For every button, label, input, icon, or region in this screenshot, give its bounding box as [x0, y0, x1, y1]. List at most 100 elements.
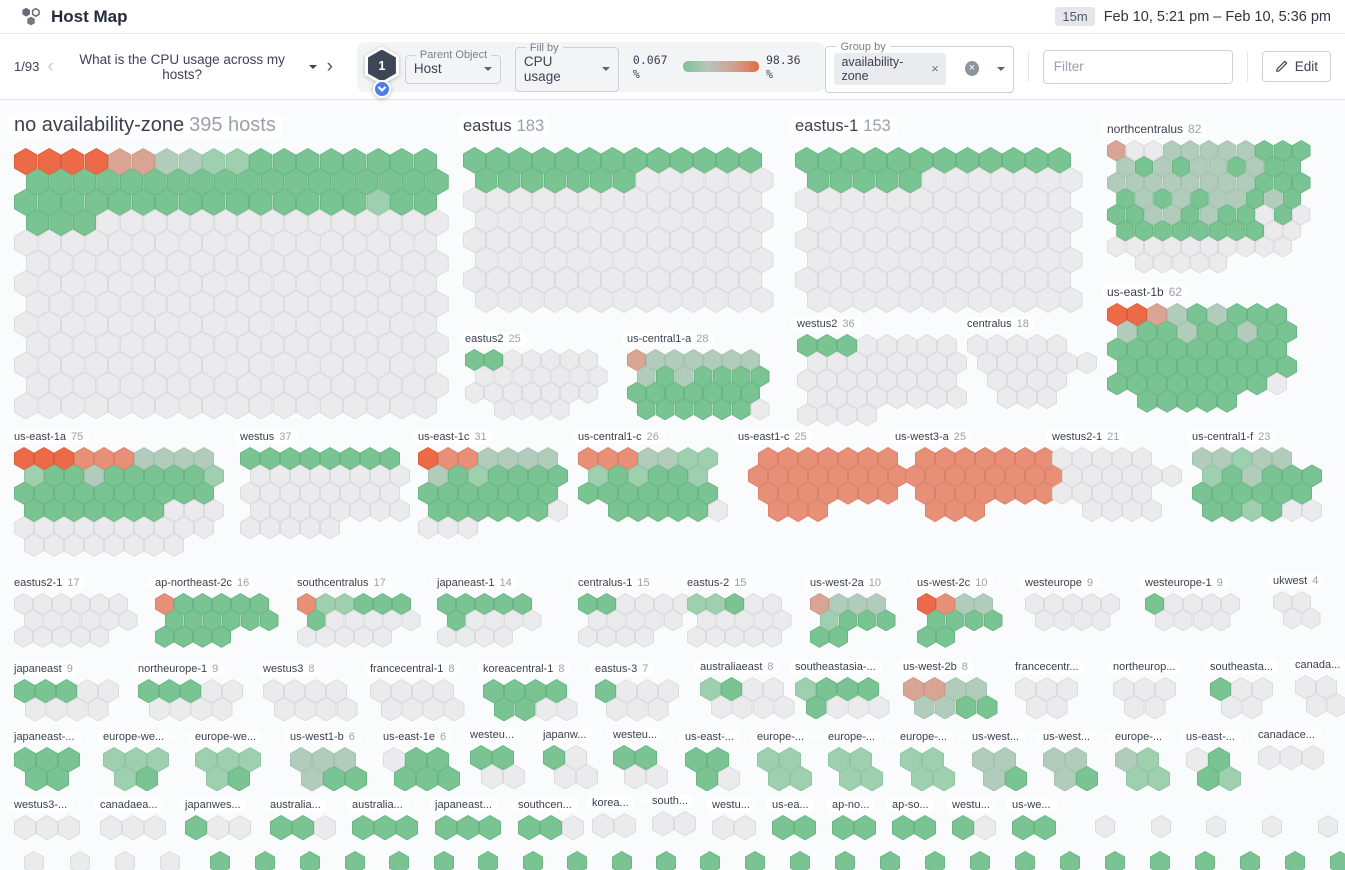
host-hexagon[interactable]	[1282, 156, 1302, 178]
host-hexagon[interactable]	[1330, 851, 1345, 870]
host-hexagon[interactable]	[14, 351, 38, 379]
host-hexagon[interactable]	[921, 166, 945, 194]
host-hexagon[interactable]	[155, 351, 179, 379]
host-hexagon[interactable]	[237, 331, 261, 359]
host-hexagon[interactable]	[463, 147, 486, 174]
host-hexagon[interactable]	[190, 209, 214, 237]
host-hexagon[interactable]	[1255, 204, 1274, 226]
host-hexagon[interactable]	[854, 815, 876, 841]
host-hexagon[interactable]	[990, 246, 1014, 274]
host-hexagon[interactable]	[841, 147, 864, 174]
host-hexagon[interactable]	[944, 206, 968, 234]
host-hexagon[interactable]	[143, 371, 167, 400]
host-hexagon[interactable]	[284, 168, 308, 196]
host-hexagon[interactable]	[739, 226, 762, 254]
host-hexagon[interactable]	[213, 249, 238, 277]
host-hexagon[interactable]	[108, 270, 132, 298]
group-label[interactable]: us-we...	[1006, 798, 1057, 812]
host-hexagon[interactable]	[190, 331, 214, 359]
host-hexagon[interactable]	[37, 351, 61, 379]
host-hexagon[interactable]	[14, 392, 38, 420]
host-hexagon[interactable]	[864, 186, 887, 214]
host-hexagon[interactable]	[345, 851, 365, 870]
group-label[interactable]: no availability-zone 395 hosts	[8, 113, 282, 138]
host-hexagon[interactable]	[119, 168, 144, 196]
host-hexagon[interactable]	[366, 351, 390, 379]
host-hexagon[interactable]	[1144, 204, 1163, 226]
host-hexagon[interactable]	[990, 286, 1014, 314]
host-hexagon[interactable]	[300, 851, 320, 870]
group-label[interactable]: canadaea...	[94, 798, 164, 812]
host-hexagon[interactable]	[1218, 172, 1237, 194]
host-hexagon[interactable]	[716, 226, 739, 254]
host-hexagon[interactable]	[143, 249, 167, 277]
host-hexagon[interactable]	[864, 266, 887, 294]
host-hexagon[interactable]	[589, 166, 613, 194]
host-hexagon[interactable]	[1059, 206, 1083, 234]
host-hexagon[interactable]	[532, 186, 555, 214]
host-hexagon[interactable]	[319, 229, 343, 257]
host-hexagon[interactable]	[852, 206, 876, 234]
host-hexagon[interactable]	[70, 851, 90, 870]
host-hexagon[interactable]	[1302, 745, 1324, 771]
host-hexagon[interactable]	[155, 392, 179, 420]
host-hexagon[interactable]	[658, 166, 682, 194]
host-hexagon[interactable]	[207, 815, 229, 841]
host-hexagon[interactable]	[1134, 188, 1154, 210]
host-hexagon[interactable]	[1059, 246, 1083, 274]
group-label[interactable]: eastus2-1 17	[8, 576, 86, 590]
host-hexagon[interactable]	[1002, 186, 1025, 214]
host-hexagon[interactable]	[681, 286, 705, 314]
host-hexagon[interactable]	[166, 209, 191, 237]
host-hexagon[interactable]	[143, 331, 167, 359]
host-hexagon[interactable]	[835, 851, 855, 870]
host-hexagon[interactable]	[1036, 246, 1060, 274]
host-hexagon[interactable]	[875, 246, 899, 274]
filter-input[interactable]	[1042, 49, 1233, 84]
host-hexagon[interactable]	[190, 371, 214, 400]
host-hexagon[interactable]	[343, 310, 367, 338]
host-hexagon[interactable]	[36, 815, 58, 841]
host-hexagon[interactable]	[374, 815, 396, 841]
host-hexagon[interactable]	[119, 249, 144, 277]
host-hexagon[interactable]	[1116, 220, 1135, 242]
host-hexagon[interactable]	[249, 148, 273, 176]
host-hexagon[interactable]	[366, 270, 390, 298]
host-hexagon[interactable]	[319, 351, 343, 379]
host-hexagon[interactable]	[921, 246, 945, 274]
host-hexagon[interactable]	[956, 186, 979, 214]
host-hexagon[interactable]	[589, 246, 613, 274]
host-hexagon[interactable]	[213, 290, 238, 318]
group-label[interactable]: northcentralus 82	[1101, 121, 1208, 137]
host-hexagon[interactable]	[72, 371, 97, 400]
host-hexagon[interactable]	[681, 246, 705, 274]
host-hexagon[interactable]	[578, 147, 601, 174]
host-hexagon[interactable]	[319, 392, 343, 420]
host-hexagon[interactable]	[413, 392, 437, 420]
group-label[interactable]: ap-no...	[826, 798, 876, 812]
host-hexagon[interactable]	[131, 310, 155, 338]
host-hexagon[interactable]	[898, 246, 922, 274]
host-hexagon[interactable]	[366, 310, 390, 338]
host-hexagon[interactable]	[260, 290, 285, 318]
group-label[interactable]: ap-so...	[886, 798, 935, 812]
host-hexagon[interactable]	[1273, 140, 1292, 162]
host-hexagon[interactable]	[14, 815, 36, 841]
host-hexagon[interactable]	[555, 147, 578, 174]
host-hexagon[interactable]	[1236, 172, 1255, 194]
host-hexagon[interactable]	[84, 229, 108, 257]
host-hexagon[interactable]	[237, 290, 261, 318]
host-hexagon[interactable]	[875, 206, 899, 234]
host-hexagon[interactable]	[1013, 286, 1037, 314]
host-hexagon[interactable]	[795, 147, 818, 174]
host-hexagon[interactable]	[61, 229, 85, 257]
host-hexagon[interactable]	[898, 206, 922, 234]
host-hexagon[interactable]	[119, 290, 144, 318]
host-hexagon[interactable]	[14, 310, 38, 338]
host-hexagon[interactable]	[307, 331, 332, 359]
host-hexagon[interactable]	[567, 851, 587, 870]
group-label[interactable]: us-central1-a 28	[621, 332, 715, 346]
host-hexagon[interactable]	[898, 166, 922, 194]
host-hexagon[interactable]	[108, 148, 132, 176]
host-hexagon[interactable]	[401, 290, 426, 318]
